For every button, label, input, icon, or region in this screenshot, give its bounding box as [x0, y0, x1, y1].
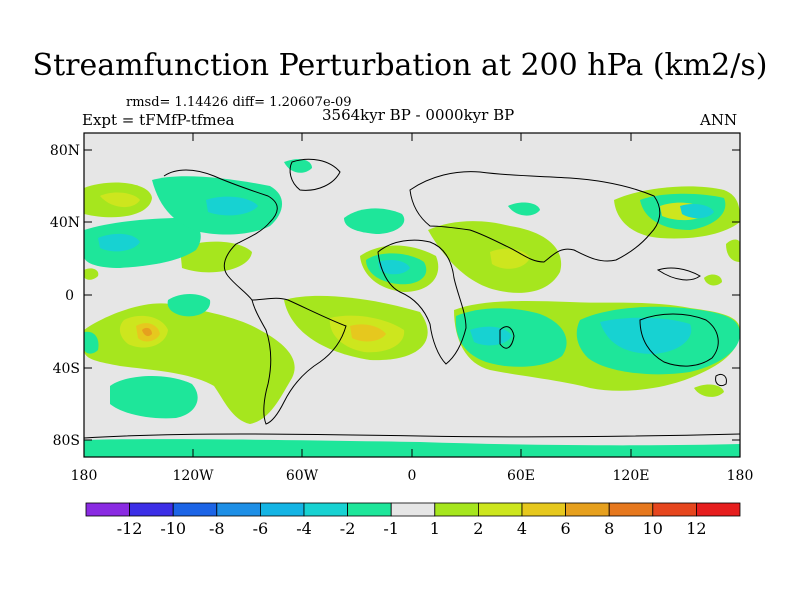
lat-label-80n: 80N — [50, 143, 80, 159]
lat-label-80s: 80S — [53, 433, 80, 449]
lon-label-120w: 120W — [172, 468, 214, 484]
colorbar-swatch — [696, 502, 741, 517]
colorbar-swatch — [129, 502, 174, 517]
colorbar-swatch — [434, 502, 479, 517]
colorbar-label: 12 — [686, 519, 706, 538]
lon-label-60w: 60W — [286, 468, 319, 484]
colorbar-label: -4 — [296, 519, 312, 538]
colorbar-swatch — [259, 502, 305, 517]
lon-label-180w: 180 — [71, 468, 98, 484]
colorbar-swatch — [216, 502, 261, 517]
period-label: 3564kyr BP - 0000kyr BP — [322, 106, 515, 124]
colorbar-swatch — [172, 502, 218, 517]
lon-label-120e: 120E — [613, 468, 650, 484]
colorbar-label: -1 — [383, 519, 399, 538]
rmsd-stats: rmsd= 1.14426 diff= 1.20607e-09 — [126, 95, 352, 110]
colorbar-label: 6 — [561, 519, 571, 538]
colorbar-swatch — [85, 502, 130, 517]
experiment-label: Expt = tFMfP-tfmea — [82, 111, 235, 129]
lat-label-0: 0 — [65, 288, 74, 304]
lon-label-60e: 60E — [507, 468, 535, 484]
colorbar-swatch — [565, 502, 610, 517]
colorbar-swatch — [477, 502, 523, 517]
colorbar-label: 4 — [517, 519, 527, 538]
colorbar-label: -8 — [209, 519, 225, 538]
season-label: ANN — [700, 111, 738, 129]
colorbar-label: 1 — [430, 519, 440, 538]
lat-ticks — [84, 149, 740, 441]
colorbar-label: -10 — [160, 519, 186, 538]
colorbar-label: 2 — [473, 519, 483, 538]
colorbar-label: -6 — [253, 519, 269, 538]
colorbar-swatch — [652, 502, 697, 517]
lat-label-40s: 40S — [53, 361, 80, 377]
contour-fill-layer — [84, 158, 740, 457]
colorbar-label: 10 — [643, 519, 663, 538]
colorbar-label: 8 — [604, 519, 614, 538]
colorbar-swatch — [303, 502, 348, 517]
colorbar-swatch — [608, 502, 654, 517]
map-title: Streamfunction Perturbation at 200 hPa (… — [32, 48, 768, 83]
lat-label-40n: 40N — [50, 215, 80, 231]
lon-label-180e: 180 — [727, 468, 754, 484]
colorbar-label: -12 — [117, 519, 143, 538]
colorbar-swatch — [347, 502, 392, 517]
colorbar-label: -2 — [340, 519, 356, 538]
colorbar-swatch — [521, 502, 566, 517]
lon-ticks — [192, 133, 632, 457]
lon-label-0: 0 — [408, 468, 417, 484]
colorbar: -12 -10 -8 -6 -4 -2 -1 1 2 4 6 8 10 12 — [85, 502, 741, 538]
colorbar-swatch — [390, 502, 436, 517]
